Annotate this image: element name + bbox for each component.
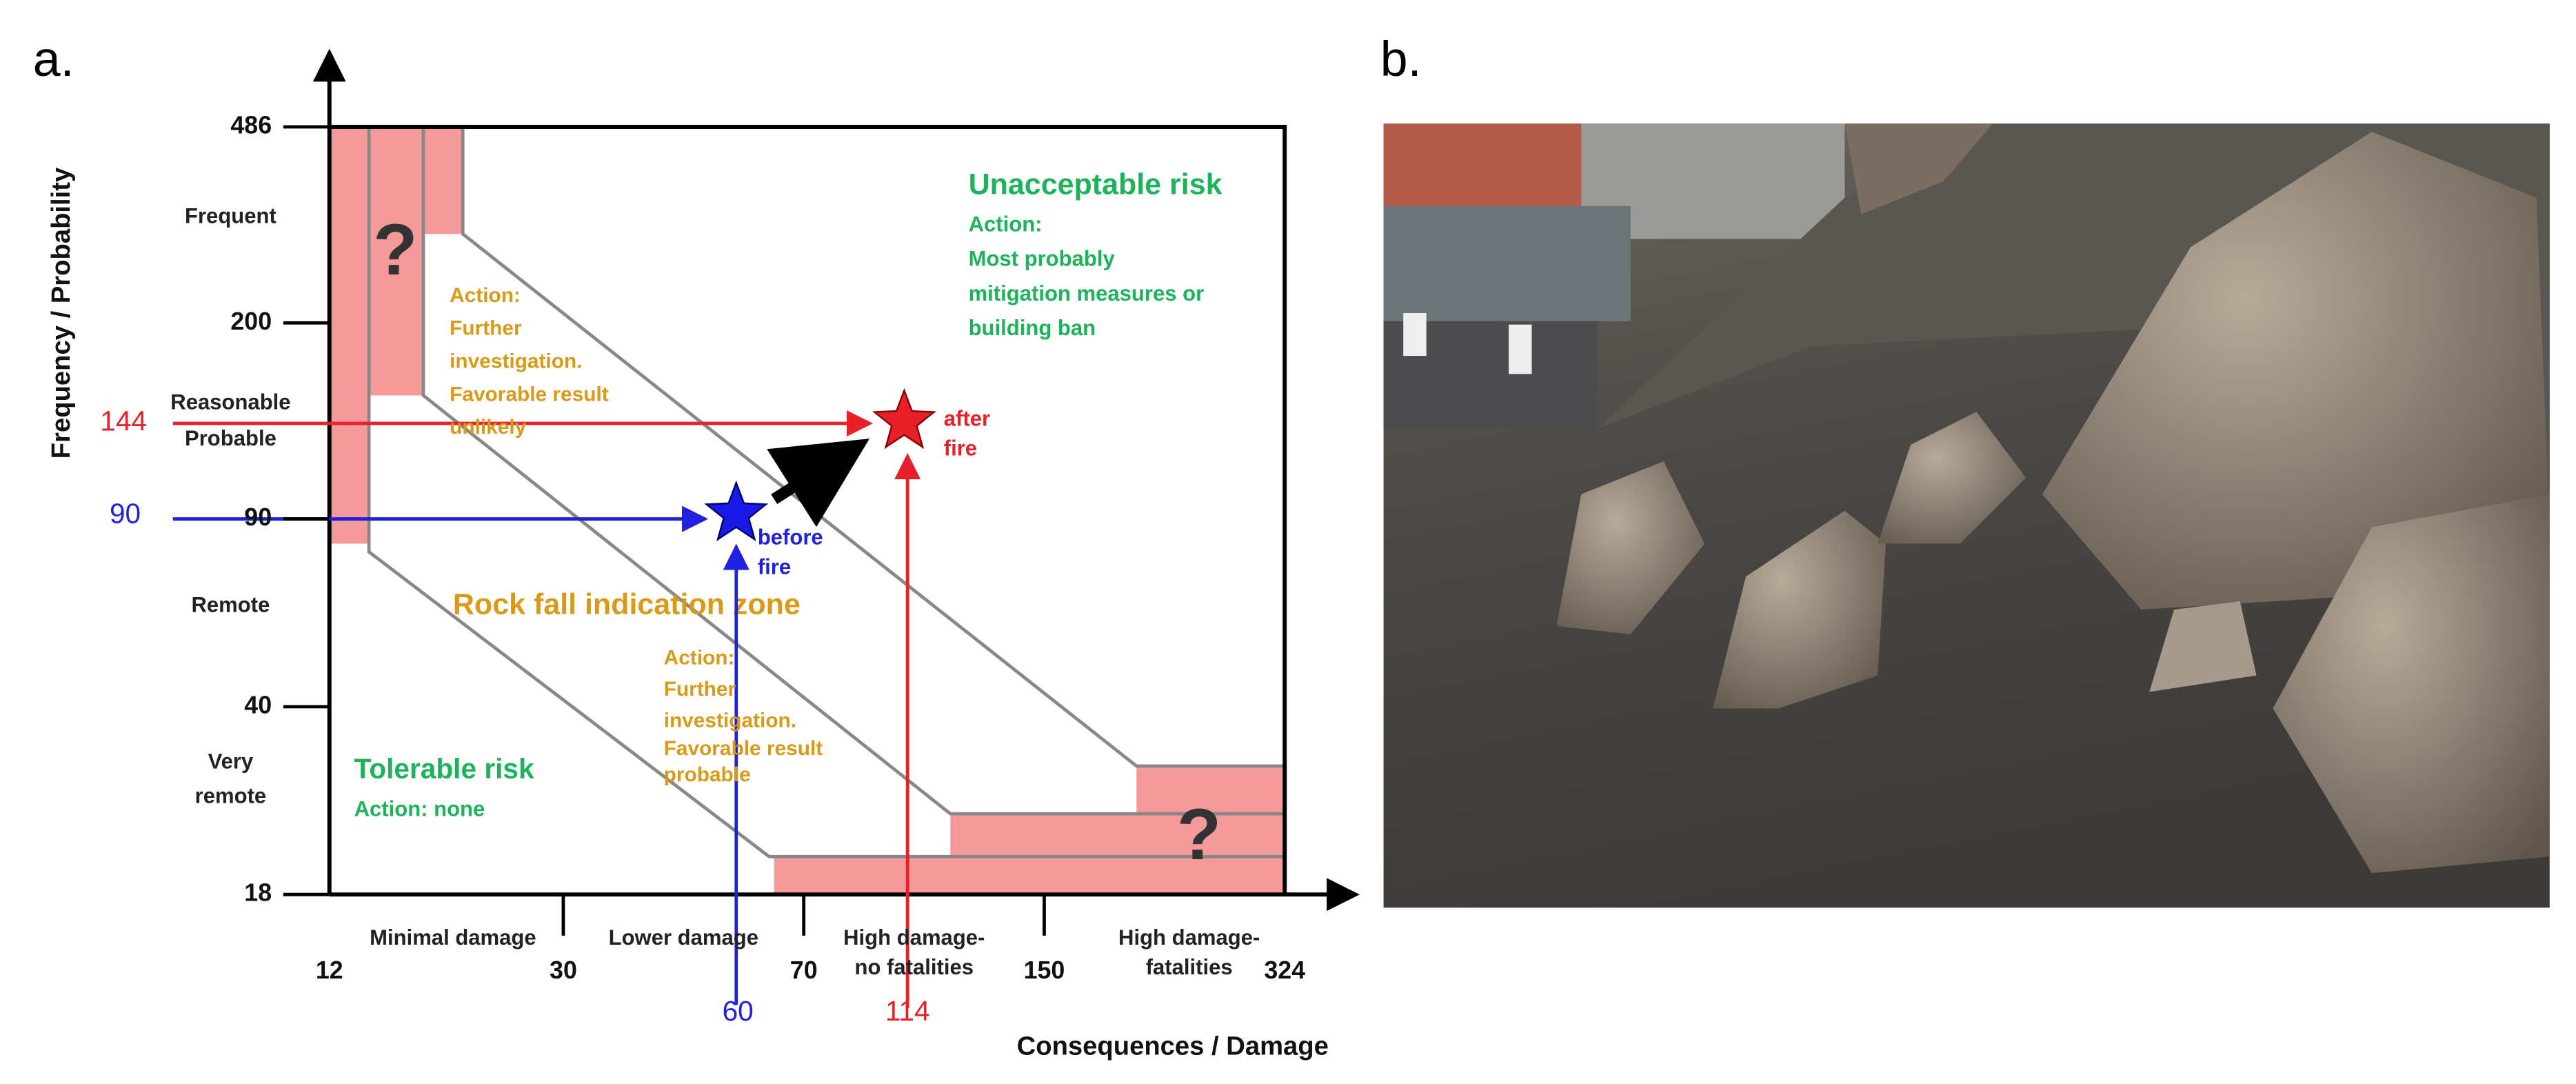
x-tick-label: 324 bbox=[1264, 956, 1305, 984]
zone-boundaries bbox=[367, 127, 1285, 859]
after-fire-y: 144 bbox=[100, 405, 147, 437]
y-tick-label: 200 bbox=[230, 308, 272, 335]
change-arrow bbox=[767, 439, 870, 528]
x-tick-label: 70 bbox=[790, 956, 818, 984]
lower-action: probable bbox=[664, 763, 751, 786]
x-axis-title: Consequences / Damage bbox=[1017, 1031, 1329, 1061]
before-fire-label: fire bbox=[758, 554, 791, 579]
question-mark: ? bbox=[1177, 794, 1221, 875]
unacceptable-line: mitigation measures or bbox=[969, 281, 1205, 305]
y-category: Probable bbox=[185, 426, 276, 450]
x-category: Minimal damage bbox=[370, 925, 536, 950]
zone-title: Rock fall indication zone bbox=[453, 588, 801, 621]
x-category: fatalities bbox=[1146, 955, 1233, 979]
y-category: Frequent bbox=[185, 204, 276, 228]
before-fire-star bbox=[704, 480, 769, 541]
unacceptable-line: Most probably bbox=[969, 247, 1116, 271]
axes bbox=[312, 48, 1360, 912]
panel-label: b. bbox=[1380, 32, 1422, 87]
after-fire-label: fire bbox=[944, 436, 977, 460]
before-fire-label: before bbox=[758, 525, 823, 549]
unacceptable-title: Unacceptable risk bbox=[969, 168, 1222, 201]
y-category: Reasonable bbox=[170, 390, 290, 414]
y-tick-label: 90 bbox=[244, 503, 272, 531]
before-fire-x: 60 bbox=[723, 995, 754, 1027]
y-tick-label: 40 bbox=[244, 691, 272, 719]
y-category: Remote bbox=[191, 592, 270, 616]
upper-action: unlikely bbox=[450, 416, 527, 439]
lower-action: Action: bbox=[664, 646, 735, 669]
after-fire-x: 114 bbox=[885, 995, 930, 1027]
tolerable-action: Action: none bbox=[354, 797, 485, 821]
x-category: High damage- bbox=[1118, 925, 1260, 950]
upper-action: Favorable result bbox=[450, 383, 609, 405]
x-category: no fatalities bbox=[854, 955, 974, 979]
x-category: High damage- bbox=[843, 925, 985, 950]
photo bbox=[1383, 123, 2550, 908]
tolerable-title: Tolerable risk bbox=[354, 753, 534, 785]
upper-action: Further bbox=[450, 317, 522, 340]
question-mark: ? bbox=[373, 210, 417, 290]
y-category: remote bbox=[195, 783, 267, 807]
panel-label: a. bbox=[33, 32, 74, 87]
after-fire-star bbox=[872, 388, 936, 450]
upper-action: investigation. bbox=[450, 350, 582, 373]
x-tick-label: 12 bbox=[316, 956, 343, 984]
upper-action: Action: bbox=[450, 284, 521, 307]
after-fire-label: after bbox=[944, 406, 990, 430]
x-category: Lower damage bbox=[609, 925, 758, 950]
x-tick-label: 30 bbox=[550, 956, 577, 984]
labels: 486 200 90 40 18 Frequent Reasonable Probable Re… bbox=[170, 112, 1305, 984]
lower-action: Further bbox=[664, 678, 736, 701]
x-tick-label: 150 bbox=[1024, 956, 1065, 984]
before-fire-y: 90 bbox=[110, 497, 141, 529]
unacceptable-line: building ban bbox=[969, 316, 1096, 340]
lower-action: Favorable result bbox=[664, 737, 823, 760]
y-tick-label: 486 bbox=[230, 112, 272, 139]
y-tick-label: 18 bbox=[244, 879, 272, 907]
y-category: Very bbox=[208, 749, 254, 773]
y-axis-title: Frequency / Probability bbox=[46, 167, 76, 459]
lower-action: investigation. bbox=[664, 709, 796, 732]
unacceptable-line: Action: bbox=[969, 212, 1043, 237]
uncertain-zones bbox=[329, 127, 1285, 895]
